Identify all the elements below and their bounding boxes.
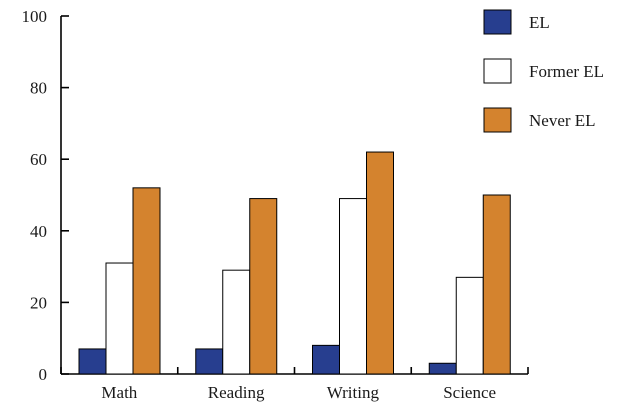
legend-swatch-never-el <box>483 107 512 133</box>
bar-el-math <box>78 348 107 375</box>
bar-el-writing <box>312 344 340 375</box>
legend-label-never-el: Never EL <box>529 111 596 130</box>
bar-never-el-writing <box>366 151 394 375</box>
y-tick-label: 100 <box>22 7 48 26</box>
x-axis: Math Reading Writing Science <box>60 367 529 402</box>
x-category-label: Reading <box>208 383 265 402</box>
legend-label-el: EL <box>529 13 550 32</box>
bar-never-el-reading <box>249 198 278 375</box>
x-category-label: Writing <box>327 383 380 402</box>
y-tick-label: 20 <box>30 293 47 312</box>
bar-former-el-reading <box>222 269 251 375</box>
legend-swatch-former-el <box>483 58 512 84</box>
bars <box>78 151 511 375</box>
legend-swatch-el <box>483 9 512 35</box>
y-tick-label: 40 <box>30 222 47 241</box>
y-tick-label: 0 <box>39 365 48 384</box>
x-category-label: Science <box>443 383 496 402</box>
bar-never-el-science <box>482 194 511 375</box>
bar-el-science <box>428 362 457 375</box>
y-axis: 0 20 40 60 80 100 <box>22 7 69 384</box>
bar-never-el-math <box>132 187 161 375</box>
y-tick-label: 60 <box>30 150 47 169</box>
legend-label-former-el: Former EL <box>529 62 604 81</box>
y-tick-label: 80 <box>30 79 47 98</box>
x-category-label: Math <box>101 383 137 402</box>
legend: EL Former EL Never EL <box>483 9 604 133</box>
bar-former-el-math <box>105 262 134 375</box>
bar-former-el-writing <box>339 198 367 375</box>
bar-former-el-science <box>455 276 484 375</box>
bar-el-reading <box>195 348 224 375</box>
